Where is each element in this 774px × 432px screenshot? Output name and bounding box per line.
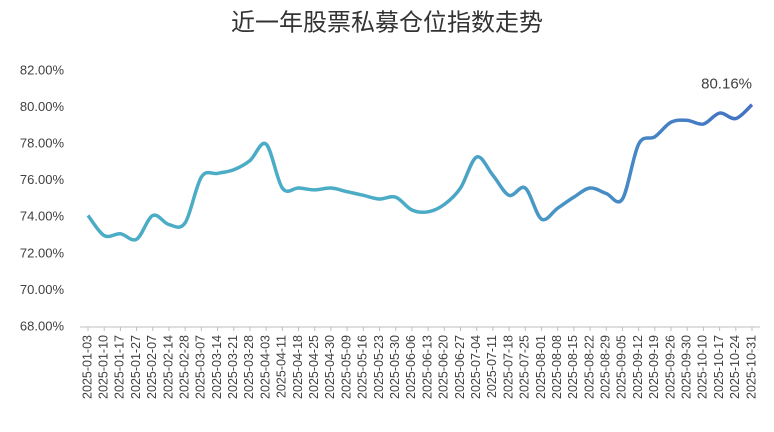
y-tick-label: 76.00%	[20, 172, 65, 187]
x-tick-label: 2025-04-03	[258, 335, 272, 399]
x-tick-label: 2025-05-23	[372, 335, 386, 399]
x-tick-label: 2025-08-22	[582, 335, 596, 399]
y-tick-label: 78.00%	[20, 136, 65, 151]
x-tick-label: 2025-08-08	[550, 335, 564, 399]
x-tick-label: 2025-01-27	[129, 335, 143, 399]
x-tick-label: 2025-04-30	[323, 335, 337, 399]
y-tick-label: 70.00%	[20, 282, 65, 297]
x-tick-label: 2025-04-25	[307, 335, 321, 399]
x-tick-label: 2025-02-07	[145, 335, 159, 399]
x-tick-label: 2025-09-19	[647, 335, 661, 399]
data-line	[86, 103, 754, 242]
data-label: 80.16%	[701, 76, 752, 93]
x-tick-label: 2025-10-17	[712, 335, 726, 399]
x-tick-label: 2025-10-31	[744, 335, 758, 399]
x-tick-label: 2025-08-15	[566, 335, 580, 399]
x-tick-label: 2025-10-24	[728, 335, 742, 399]
x-tick-label: 2025-08-29	[599, 335, 613, 399]
x-tick-label: 2025-03-28	[242, 335, 256, 399]
x-tick-label: 2025-02-28	[177, 335, 191, 399]
x-tick-label: 2025-09-12	[631, 335, 645, 399]
x-tick-label: 2025-08-01	[534, 335, 548, 399]
x-tick-label: 2025-05-09	[339, 335, 353, 399]
x-tick-label: 2025-07-18	[501, 335, 515, 399]
x-tick-label: 2025-01-17	[113, 335, 127, 399]
x-tick-label: 2025-04-11	[275, 335, 289, 398]
x-tick-label: 2025-10-10	[696, 335, 710, 399]
x-tick-label: 2025-04-18	[291, 335, 305, 399]
x-tick-label: 2025-09-05	[615, 335, 629, 399]
chart-title: 近一年股票私募仓位指数走势	[231, 9, 543, 37]
x-tick-label: 2025-06-27	[453, 335, 467, 399]
x-tick-label: 2025-09-26	[663, 335, 677, 399]
x-tick-label: 2025-01-03	[80, 335, 94, 399]
x-tick-label: 2025-06-13	[420, 335, 434, 399]
x-tick-label: 2025-06-06	[404, 335, 418, 399]
y-tick-label: 72.00%	[20, 245, 65, 260]
x-tick-label: 2025-05-30	[388, 335, 402, 399]
x-tick-label: 2025-03-21	[226, 335, 240, 399]
x-tick-label: 2025-07-25	[518, 335, 532, 399]
y-tick-label: 74.00%	[20, 209, 65, 224]
x-tick-label: 2025-07-04	[469, 335, 483, 399]
y-tick-label: 68.00%	[20, 318, 65, 333]
x-tick-label: 2025-06-20	[437, 335, 451, 399]
x-tick-label: 2025-03-14	[210, 335, 224, 399]
x-tick-label: 2025-01-10	[96, 335, 110, 399]
x-tick-label: 2025-03-07	[194, 335, 208, 399]
x-tick-label: 2025-09-30	[680, 335, 694, 399]
y-tick-label: 80.00%	[20, 99, 65, 114]
x-tick-label: 2025-02-14	[161, 335, 175, 399]
x-tick-label: 2025-05-16	[356, 335, 370, 399]
x-tick-label: 2025-07-11	[485, 335, 499, 398]
y-tick-label: 82.00%	[20, 62, 65, 77]
